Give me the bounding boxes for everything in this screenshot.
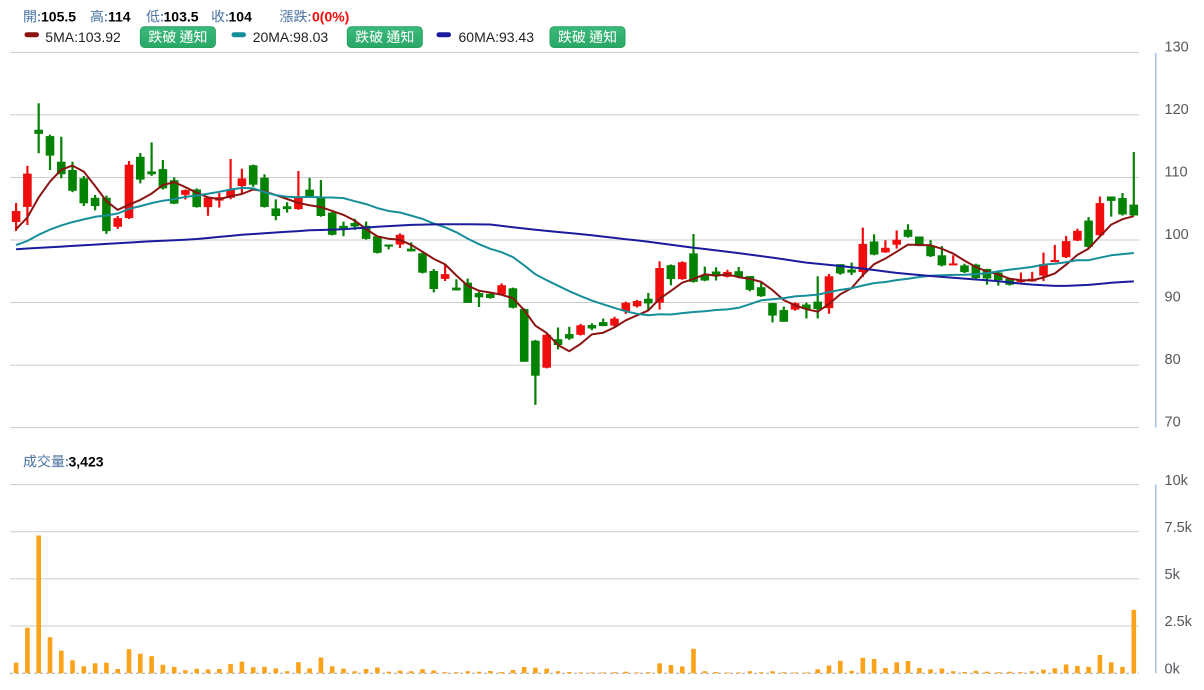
svg-text:7.5k: 7.5k <box>1165 520 1193 536</box>
svg-text:100: 100 <box>1165 227 1189 243</box>
svg-text:0(0%): 0(0%) <box>312 8 349 24</box>
svg-text:0k: 0k <box>1165 661 1181 677</box>
svg-text:10k: 10k <box>1165 473 1189 489</box>
svg-text:3,423: 3,423 <box>69 453 104 469</box>
svg-text:60MA:93.43: 60MA:93.43 <box>459 29 535 45</box>
svg-text:110: 110 <box>1165 165 1188 181</box>
svg-text:20MA:98.03: 20MA:98.03 <box>253 29 329 45</box>
svg-text:114: 114 <box>108 8 131 24</box>
svg-text:104: 104 <box>229 8 253 24</box>
svg-text:70: 70 <box>1165 415 1181 431</box>
svg-text:105.5: 105.5 <box>41 8 76 24</box>
svg-text:5k: 5k <box>1165 567 1181 583</box>
svg-text:2.5k: 2.5k <box>1165 614 1193 630</box>
svg-text:130: 130 <box>1165 39 1189 55</box>
svg-text:80: 80 <box>1165 352 1181 368</box>
svg-text:5MA:103.92: 5MA:103.92 <box>45 29 121 45</box>
svg-text:103.5: 103.5 <box>164 8 199 24</box>
svg-text:90: 90 <box>1165 290 1181 306</box>
svg-text:120: 120 <box>1165 102 1189 118</box>
